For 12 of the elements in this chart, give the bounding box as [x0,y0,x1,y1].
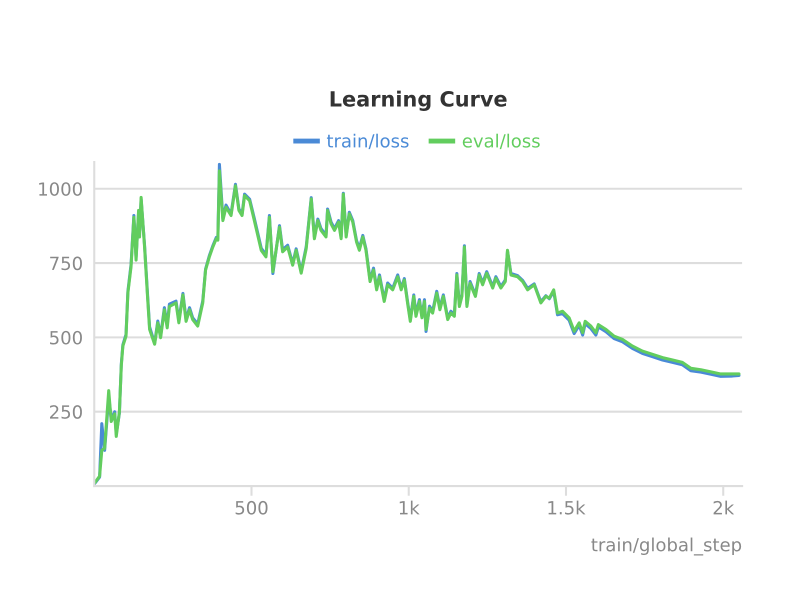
x-axis-title: train/global_step [591,538,742,556]
y-tick-label: 500 [50,330,82,345]
x-tick-label: 500 [236,500,268,515]
y-tick-label: 1000 [39,182,82,196]
chart-title: Learning Curve [330,90,507,111]
x-tick-label: 1.5k [548,500,586,515]
x-tick-label: 2k [714,500,734,514]
y-tick-label: 750 [50,256,82,270]
legend-label: eval/loss [462,134,540,150]
x-tick-label: 1k [400,500,420,514]
y-tick-label: 250 [50,405,82,419]
legend-label: train/loss [326,134,409,150]
